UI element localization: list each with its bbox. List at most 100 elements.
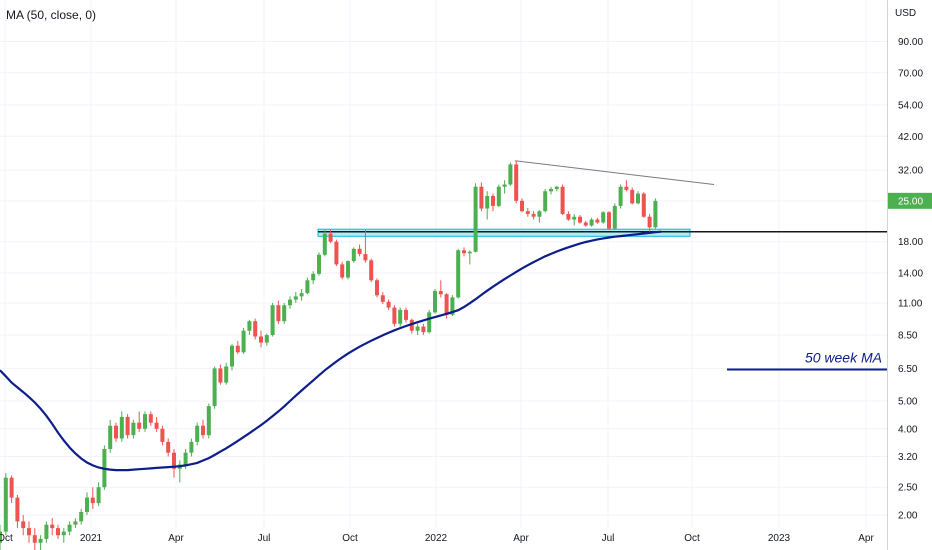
candle[interactable] [259,330,263,348]
candle[interactable] [143,411,147,432]
candle[interactable] [595,217,600,224]
candle[interactable] [50,518,55,536]
candle[interactable] [612,203,617,230]
candle[interactable] [380,292,385,305]
candle[interactable] [288,296,292,309]
candle[interactable] [293,292,298,303]
candle[interactable] [322,229,327,257]
indicator-label[interactable]: MA (50, close, 0) [6,8,96,22]
candle[interactable] [369,258,374,283]
candle[interactable] [589,217,594,227]
candle[interactable] [531,211,536,220]
candle[interactable] [560,184,565,216]
candle[interactable] [276,300,281,324]
candle[interactable] [491,193,495,212]
candle[interactable] [427,309,432,334]
candle[interactable] [549,186,553,195]
candle[interactable] [398,307,403,327]
candle[interactable] [125,414,130,439]
candle[interactable] [114,422,118,442]
candle[interactable] [201,419,205,439]
support-zone[interactable] [317,228,691,237]
candle[interactable] [456,248,461,299]
candle[interactable] [363,229,368,263]
candle[interactable] [334,239,339,267]
candle[interactable] [543,188,548,213]
candle[interactable] [520,198,524,213]
candle[interactable] [166,438,171,457]
candle[interactable] [305,277,310,295]
candle[interactable] [351,247,356,263]
candle[interactable] [496,184,501,207]
candle[interactable] [44,521,49,543]
ma-50-line[interactable] [0,230,662,472]
candle[interactable] [119,411,124,442]
candle[interactable] [386,299,391,310]
candle[interactable] [212,366,217,409]
candle[interactable] [79,508,84,525]
descending-trendline[interactable] [514,160,715,186]
candle[interactable] [537,210,542,223]
candle[interactable] [566,211,571,221]
candle[interactable] [485,191,490,220]
candle[interactable] [438,280,443,298]
candle[interactable] [653,198,658,229]
candle[interactable] [56,524,60,539]
candle[interactable] [601,211,606,224]
candle[interactable] [311,271,316,285]
candle[interactable] [235,341,240,354]
candle[interactable] [357,244,362,257]
candle[interactable] [0,524,2,550]
candle[interactable] [508,162,513,186]
candlestick-series[interactable] [0,160,658,550]
candle[interactable] [404,307,408,323]
candle[interactable] [270,302,275,337]
candle[interactable] [85,492,89,515]
candle[interactable] [253,318,258,340]
candle[interactable] [27,521,31,543]
candle[interactable] [317,252,321,276]
candle[interactable] [572,213,577,226]
candle[interactable] [67,521,72,536]
candle[interactable] [9,475,14,504]
candle[interactable] [218,364,223,385]
candle[interactable] [340,261,345,280]
candle[interactable] [421,323,426,336]
candle[interactable] [160,425,165,446]
candle[interactable] [189,438,194,457]
candle[interactable] [299,289,304,301]
candle[interactable] [148,411,153,426]
candle[interactable] [195,422,200,446]
candle[interactable] [247,319,252,336]
candle[interactable] [473,183,478,253]
candle[interactable] [607,211,611,230]
candle[interactable] [172,448,176,478]
candle[interactable] [230,344,234,371]
candle[interactable] [467,250,472,265]
candle[interactable] [154,416,159,432]
candle[interactable] [206,403,211,439]
candle[interactable] [90,487,95,509]
candle[interactable] [241,327,246,354]
candle[interactable] [462,247,466,257]
candle[interactable] [108,419,113,453]
candle[interactable] [282,302,287,324]
candle[interactable] [525,208,530,217]
candle[interactable] [641,192,646,218]
candle[interactable] [502,180,507,194]
candle[interactable] [409,318,414,334]
candle[interactable] [264,333,269,346]
candle[interactable] [578,215,582,224]
candle[interactable] [21,515,26,536]
candle[interactable] [479,182,484,212]
candle[interactable] [38,535,43,550]
candle[interactable] [96,482,101,507]
candle[interactable] [636,191,640,205]
candle[interactable] [392,305,397,327]
candle[interactable] [61,528,66,543]
candle[interactable] [433,289,437,314]
candle[interactable] [131,419,136,439]
candle[interactable] [15,494,20,529]
candle[interactable] [346,260,350,280]
